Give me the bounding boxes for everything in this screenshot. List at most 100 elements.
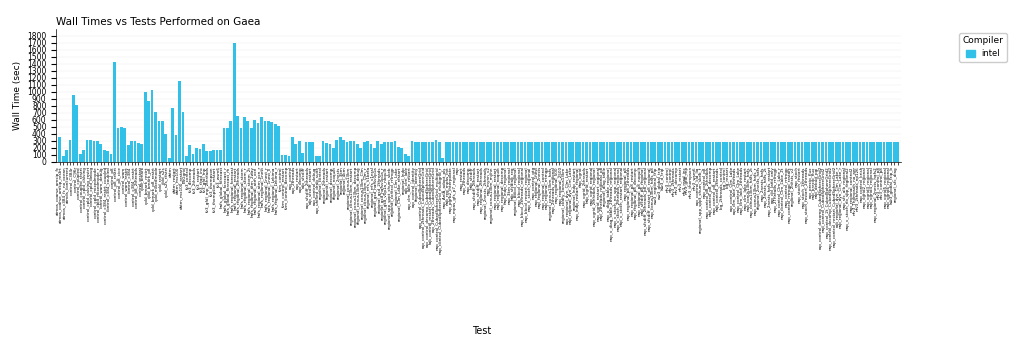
Bar — [646, 142, 649, 162]
Bar — [599, 142, 601, 162]
Bar — [304, 142, 307, 162]
Bar — [444, 142, 447, 162]
Bar — [113, 62, 116, 162]
Bar — [421, 142, 424, 162]
Bar — [273, 124, 276, 162]
Bar — [219, 150, 222, 162]
Bar — [862, 142, 865, 162]
Bar — [449, 142, 451, 162]
Text: Test: Test — [472, 326, 490, 336]
Bar — [237, 116, 239, 162]
Bar — [719, 142, 721, 162]
Bar — [383, 142, 386, 162]
Bar — [605, 142, 608, 162]
Bar — [530, 142, 534, 162]
Bar — [865, 142, 868, 162]
Bar — [791, 142, 793, 162]
Bar — [92, 141, 95, 162]
Bar — [140, 144, 143, 162]
Bar — [620, 142, 622, 162]
Bar — [475, 142, 478, 162]
Bar — [89, 140, 92, 162]
Bar — [852, 142, 855, 162]
Bar — [326, 143, 328, 162]
Bar — [315, 156, 317, 162]
Bar — [640, 142, 642, 162]
Bar — [72, 95, 75, 162]
Bar — [786, 142, 790, 162]
Bar — [602, 142, 605, 162]
Bar — [821, 142, 824, 162]
Bar — [859, 142, 861, 162]
Bar — [253, 120, 256, 162]
Bar — [630, 142, 632, 162]
Bar — [196, 148, 198, 162]
Bar — [660, 142, 664, 162]
Bar — [503, 142, 506, 162]
Bar — [643, 142, 646, 162]
Bar — [520, 142, 523, 162]
Bar — [766, 142, 769, 162]
Bar — [462, 142, 465, 162]
Bar — [362, 142, 366, 162]
Bar — [831, 142, 835, 162]
Bar — [568, 142, 570, 162]
Bar — [367, 141, 369, 162]
Bar — [390, 142, 393, 162]
Bar — [465, 142, 468, 162]
Bar — [513, 142, 516, 162]
Bar — [370, 144, 373, 162]
Bar — [671, 142, 674, 162]
Bar — [698, 142, 700, 162]
Bar — [147, 101, 151, 162]
Bar — [523, 142, 526, 162]
Bar — [872, 142, 876, 162]
Bar — [684, 142, 687, 162]
Bar — [332, 148, 335, 162]
Bar — [301, 153, 304, 162]
Bar — [472, 142, 475, 162]
Bar — [66, 150, 68, 162]
Bar — [356, 144, 358, 162]
Bar — [452, 142, 455, 162]
Bar — [896, 142, 899, 162]
Bar — [705, 142, 708, 162]
Bar — [883, 142, 886, 162]
Bar — [387, 142, 389, 162]
Bar — [893, 142, 896, 162]
Bar — [729, 142, 731, 162]
Bar — [585, 142, 588, 162]
Text: Wall Times vs Tests Performed on Gaea: Wall Times vs Tests Performed on Gaea — [56, 17, 261, 27]
Bar — [776, 142, 779, 162]
Bar — [842, 142, 845, 162]
Bar — [712, 142, 715, 162]
Bar — [257, 123, 259, 162]
Bar — [479, 142, 482, 162]
Bar — [165, 134, 167, 162]
Bar — [469, 142, 471, 162]
Bar — [216, 150, 218, 162]
Bar — [709, 142, 711, 162]
Bar — [349, 141, 352, 162]
Bar — [876, 142, 879, 162]
Bar — [260, 117, 263, 162]
Bar — [359, 148, 362, 162]
Bar — [668, 142, 670, 162]
Bar — [770, 142, 772, 162]
Bar — [694, 142, 697, 162]
Bar — [61, 156, 65, 162]
Bar — [185, 156, 187, 162]
Bar — [592, 142, 595, 162]
Bar — [633, 142, 636, 162]
Bar — [849, 142, 851, 162]
Bar — [96, 141, 98, 162]
Bar — [339, 137, 342, 162]
Bar — [106, 151, 109, 162]
Bar — [308, 142, 311, 162]
Bar — [151, 90, 154, 162]
Bar — [510, 142, 513, 162]
Bar — [206, 151, 208, 162]
Bar — [725, 142, 728, 162]
Bar — [571, 142, 574, 162]
Bar — [459, 142, 461, 162]
